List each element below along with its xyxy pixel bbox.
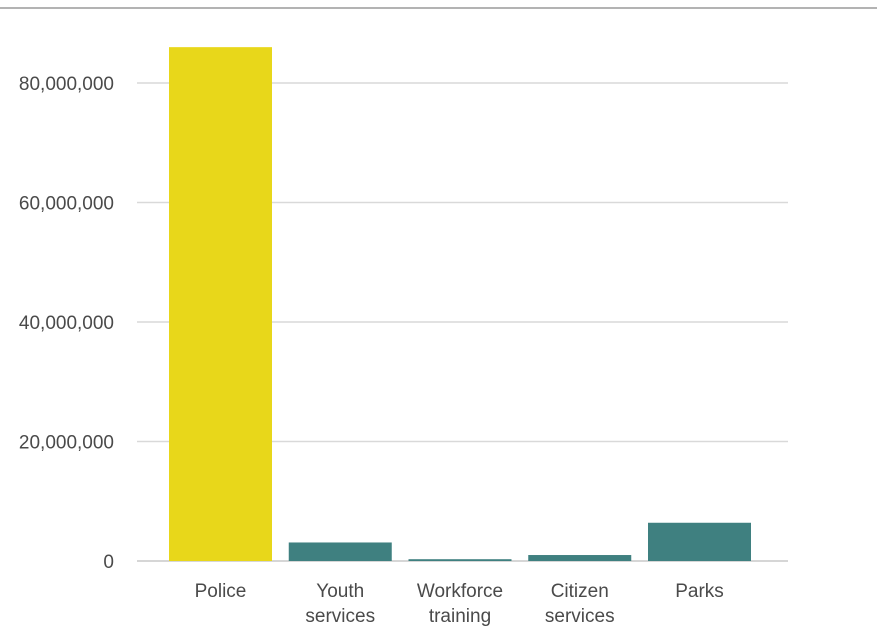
bar [169, 47, 272, 561]
y-tick-label: 20,000,000 [19, 433, 114, 454]
x-tick-label-line: Citizen [551, 581, 609, 602]
x-tick-label-line: Police [195, 581, 247, 602]
x-tick-label-line: services [545, 606, 615, 627]
x-tick-label: Parks [675, 581, 724, 602]
x-tick-label-line: Youth [316, 581, 364, 602]
x-tick-label: Workforce training [417, 581, 503, 627]
bars [169, 47, 751, 561]
y-tick-label: 0 [103, 552, 114, 573]
x-tick-label: Police [195, 581, 247, 602]
bar [528, 555, 632, 561]
bar [648, 522, 751, 561]
x-axis-ticks: Police Youth services Workforce training Citi… [195, 581, 724, 627]
bar [408, 559, 512, 561]
y-tick-label: 60,000,000 [19, 194, 114, 215]
y-tick-label: 80,000,000 [19, 74, 114, 95]
bar [288, 542, 392, 561]
x-tick-label-line: training [429, 606, 491, 627]
y-axis-ticks: 0 20,000,000 40,000,000 60,000,000 80,000,00… [19, 74, 114, 573]
x-tick-label-line: Parks [675, 581, 724, 602]
x-tick-label: Youth services [305, 581, 375, 627]
x-tick-label: Citizen services [545, 581, 615, 627]
y-tick-label: 40,000,000 [19, 313, 114, 334]
x-tick-label-line: services [305, 606, 375, 627]
x-tick-label-line: Workforce [417, 581, 503, 602]
